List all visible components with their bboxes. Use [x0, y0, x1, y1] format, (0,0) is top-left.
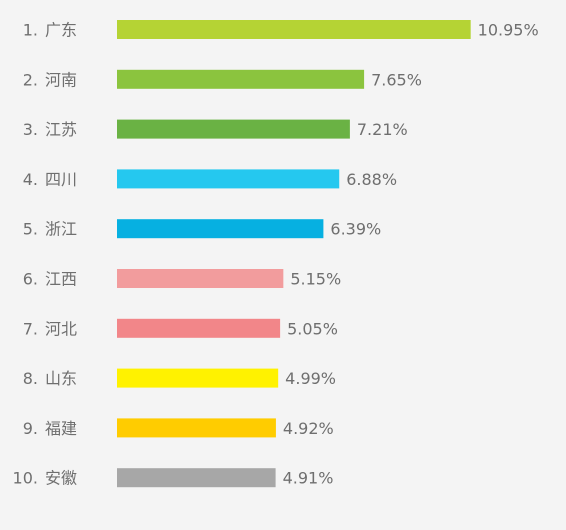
category-label: 四川 — [45, 170, 77, 189]
bar — [117, 169, 340, 189]
rank-label: 3. — [23, 120, 38, 139]
category-label: 安徽 — [45, 469, 77, 488]
bar — [117, 468, 276, 488]
value-label: 6.88% — [346, 170, 397, 189]
bar-row: 1. 广东 10.95% — [23, 20, 539, 40]
category-label: 江西 — [45, 270, 77, 289]
bar — [117, 69, 365, 89]
bar — [117, 20, 471, 39]
category-label: 河南 — [45, 70, 77, 89]
value-label: 4.92% — [283, 419, 334, 438]
rank-label: 8. — [23, 369, 38, 388]
bar — [117, 219, 324, 239]
category-label: 江苏 — [45, 120, 77, 139]
category-label: 河北 — [45, 319, 77, 338]
rank-label: 10. — [13, 469, 38, 488]
bar-row: 7. 河北 5.05% — [23, 318, 338, 338]
bar — [117, 418, 276, 438]
bar-row: 4. 四川 6.88% — [23, 169, 397, 189]
value-label: 5.15% — [290, 270, 341, 289]
value-label: 7.21% — [357, 120, 408, 139]
rank-label: 1. — [23, 21, 38, 40]
value-label: 7.65% — [371, 70, 422, 89]
category-label: 福建 — [45, 419, 77, 438]
value-label: 4.91% — [283, 469, 334, 488]
bar-row: 6. 江西 5.15% — [23, 269, 341, 289]
value-label: 10.95% — [478, 21, 539, 40]
bar-row: 8. 山东 4.99% — [23, 368, 336, 388]
rank-label: 4. — [23, 170, 38, 189]
rank-label: 7. — [23, 319, 38, 338]
value-label: 6.39% — [330, 220, 381, 239]
category-label: 浙江 — [45, 220, 77, 239]
bar — [117, 119, 350, 139]
bar-row: 5. 浙江 6.39% — [23, 219, 381, 239]
bar — [117, 318, 281, 338]
rank-label: 6. — [23, 270, 38, 289]
rank-label: 2. — [23, 70, 38, 89]
bar — [117, 368, 279, 388]
bar-row: 2. 河南 7.65% — [23, 69, 422, 89]
value-label: 5.05% — [287, 319, 338, 338]
bar-row: 9. 福建 4.92% — [23, 418, 334, 438]
rank-label: 5. — [23, 220, 38, 239]
bar-row: 10. 安徽 4.91% — [13, 468, 334, 488]
category-label: 山东 — [45, 369, 77, 388]
bar-row: 3. 江苏 7.21% — [23, 119, 408, 139]
rank-label: 9. — [23, 419, 38, 438]
category-label: 广东 — [45, 21, 77, 40]
bar — [117, 269, 284, 288]
chart-rows: 1. 广东 10.95% 2. 河南 7.65% 3. 江苏 7.21% 4. 四川 6.88% 5. 浙… — [13, 20, 539, 488]
value-label: 4.99% — [285, 369, 336, 388]
